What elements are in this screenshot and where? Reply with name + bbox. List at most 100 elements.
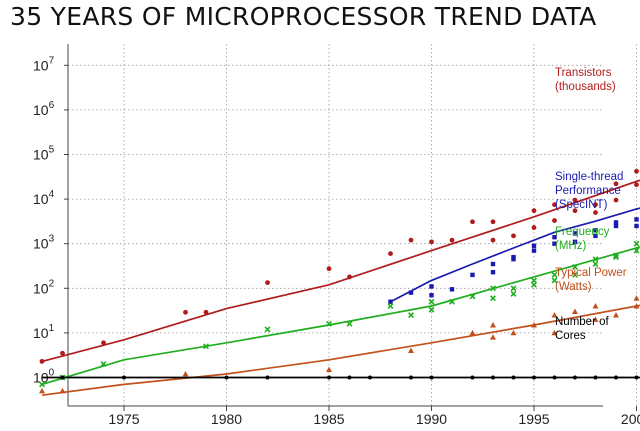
data-point [60,375,65,380]
data-point [511,254,516,260]
data-point [613,220,619,225]
data-point [634,168,639,174]
data-point [593,228,598,233]
data-point [552,234,557,240]
trend-line [42,376,640,379]
data-point [203,343,209,350]
data-point [203,309,209,315]
trend-line [390,207,640,303]
data-point [551,277,558,284]
data-point [101,340,106,346]
data-point [531,248,537,253]
data-point [39,358,45,364]
data-point [531,208,537,214]
data-point [326,266,332,272]
series-label-frequency: (MHz) [555,240,586,252]
series-label-single_thread: Performance [555,185,621,197]
data-point [572,208,578,214]
data-point [408,347,414,354]
data-point [429,293,434,298]
data-point [532,375,536,380]
data-point [572,239,578,245]
data-point [593,210,598,215]
data-point [428,298,435,305]
series-label-cores: Cores [555,330,586,342]
data-point [614,375,618,380]
data-point [368,375,372,380]
data-point [633,240,640,247]
data-point [490,295,496,302]
data-point [387,303,394,310]
data-point [551,329,558,336]
data-point [490,334,496,340]
data-point [429,284,434,289]
data-point [572,231,578,236]
y-tick-label: 105 [33,145,55,163]
data-point [552,202,557,208]
data-point [449,237,455,243]
data-point [490,269,496,275]
data-point [60,350,65,356]
data-point [429,239,434,245]
x-tick-label: 1990 [416,411,447,427]
data-point [490,322,496,328]
series-transistors [39,168,640,364]
series-frequency [39,240,640,388]
y-tick-label: 102 [33,278,55,296]
grid-lines [68,44,637,406]
series-label-single_thread: (SpecINT) [555,199,608,211]
data-point [552,241,557,246]
data-point [613,254,619,261]
data-point [429,375,434,380]
data-point [408,290,414,295]
data-point [510,290,517,297]
data-point [593,375,598,380]
data-point [592,256,599,263]
axis-ticks: 1975198019851990199520002005201020151001… [33,55,640,427]
data-point [634,217,639,222]
data-point [327,375,331,380]
data-point [346,320,353,327]
data-point [59,387,66,394]
data-point [511,233,516,239]
data-point [531,243,537,248]
series-label-single_thread: Single-thread [555,171,623,183]
y-tick-label: 106 [33,100,55,118]
data-point [265,375,270,380]
data-point [491,375,495,380]
data-point [347,274,352,280]
data-point [469,293,476,300]
x-tick-label: 1985 [313,411,344,427]
data-point [511,375,516,380]
data-point [408,312,414,319]
y-tick-label: 101 [33,323,55,341]
x-tick-label: 1995 [518,411,549,427]
data-point [326,320,332,327]
data-point [613,312,619,318]
data-point [470,219,475,225]
data-point [182,370,189,377]
data-point [613,181,619,187]
data-point [224,375,229,380]
data-point [551,271,558,278]
series-label-cores: Number of [555,316,609,328]
data-point [449,287,455,292]
data-point [572,308,578,315]
series-label-typical_power: Typical Power [555,267,627,279]
series-label-frequency: Frequency [555,226,610,238]
data-point [408,237,414,243]
data-point [100,361,107,368]
data-point [428,306,435,313]
series-labels: Transistors (thousands) Single-thread Perfo… [555,67,627,342]
data-point [183,309,188,315]
data-point [265,280,270,286]
data-point [490,219,496,225]
trend-line [41,179,640,363]
data-point [470,272,475,278]
y-tick-label: 107 [33,55,55,73]
data-point [592,316,599,322]
data-point [634,223,639,229]
data-point [634,182,639,188]
trend-line [41,304,640,397]
